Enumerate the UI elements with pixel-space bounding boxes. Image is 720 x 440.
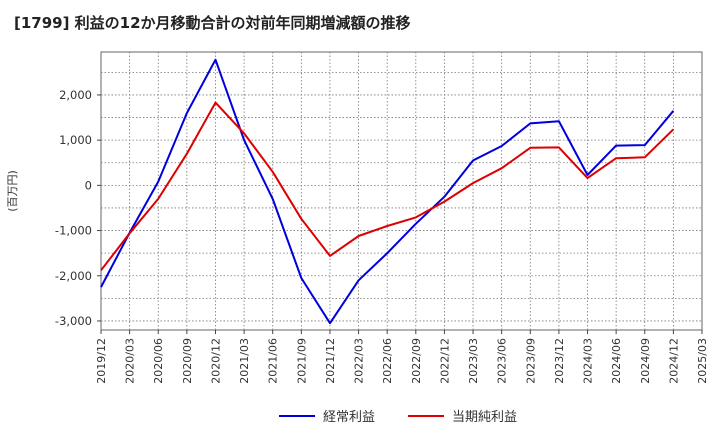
- y-tick-label: -1,000: [55, 224, 92, 238]
- x-tick-label: 2020/06: [152, 338, 165, 384]
- x-tick-label: 2024/12: [667, 338, 680, 384]
- y-tick-label: 1,000: [59, 133, 92, 147]
- x-tick-label: 2022/12: [438, 338, 451, 384]
- legend-label-2: 当期純利益: [452, 410, 517, 425]
- series-line-1: [100, 58, 675, 325]
- x-tick-label: 2020/03: [124, 338, 137, 384]
- y-tick-label: -2,000: [55, 269, 92, 283]
- y-tick-label: 0: [85, 178, 92, 192]
- x-tick-label: 2021/09: [295, 338, 308, 384]
- x-tick-label: 2025/03: [696, 338, 709, 384]
- x-tick-label: 2021/12: [324, 338, 337, 384]
- legend: 経常利益 当期純利益: [279, 410, 517, 425]
- series-layer: [100, 58, 675, 325]
- y-axis-label: (百万円): [6, 170, 19, 212]
- x-tick-label: 2022/03: [353, 338, 366, 384]
- x-tick-label: 2020/09: [181, 338, 194, 384]
- legend-label-1: 経常利益: [323, 410, 375, 425]
- x-tick-label: 2019/12: [95, 338, 108, 384]
- x-tick-label: 2023/06: [496, 338, 509, 384]
- x-tick-label: 2022/06: [381, 338, 394, 384]
- y-tick-label: -3,000: [55, 314, 92, 328]
- x-tick-label: 2021/03: [238, 338, 251, 384]
- x-tick-label: 2023/03: [467, 338, 480, 384]
- x-tick-label: 2023/12: [553, 338, 566, 384]
- y-tick-label: 2,000: [59, 88, 92, 102]
- series-line-2: [100, 101, 675, 271]
- x-tick-label: 2024/09: [639, 338, 652, 384]
- x-tick-label: 2024/06: [610, 338, 623, 384]
- grid-layer: [100, 51, 703, 331]
- x-tick-label: 2021/06: [267, 338, 280, 384]
- x-tick-label: 2022/09: [410, 338, 423, 384]
- x-tick-label: 2023/09: [524, 338, 537, 384]
- x-tick-label: 2020/12: [209, 338, 222, 384]
- plot-frame: [100, 51, 703, 331]
- x-tick-label: 2024/03: [582, 338, 595, 384]
- chart-title: [1799] 利益の12か月移動合計の対前年同期増減額の推移: [14, 14, 411, 32]
